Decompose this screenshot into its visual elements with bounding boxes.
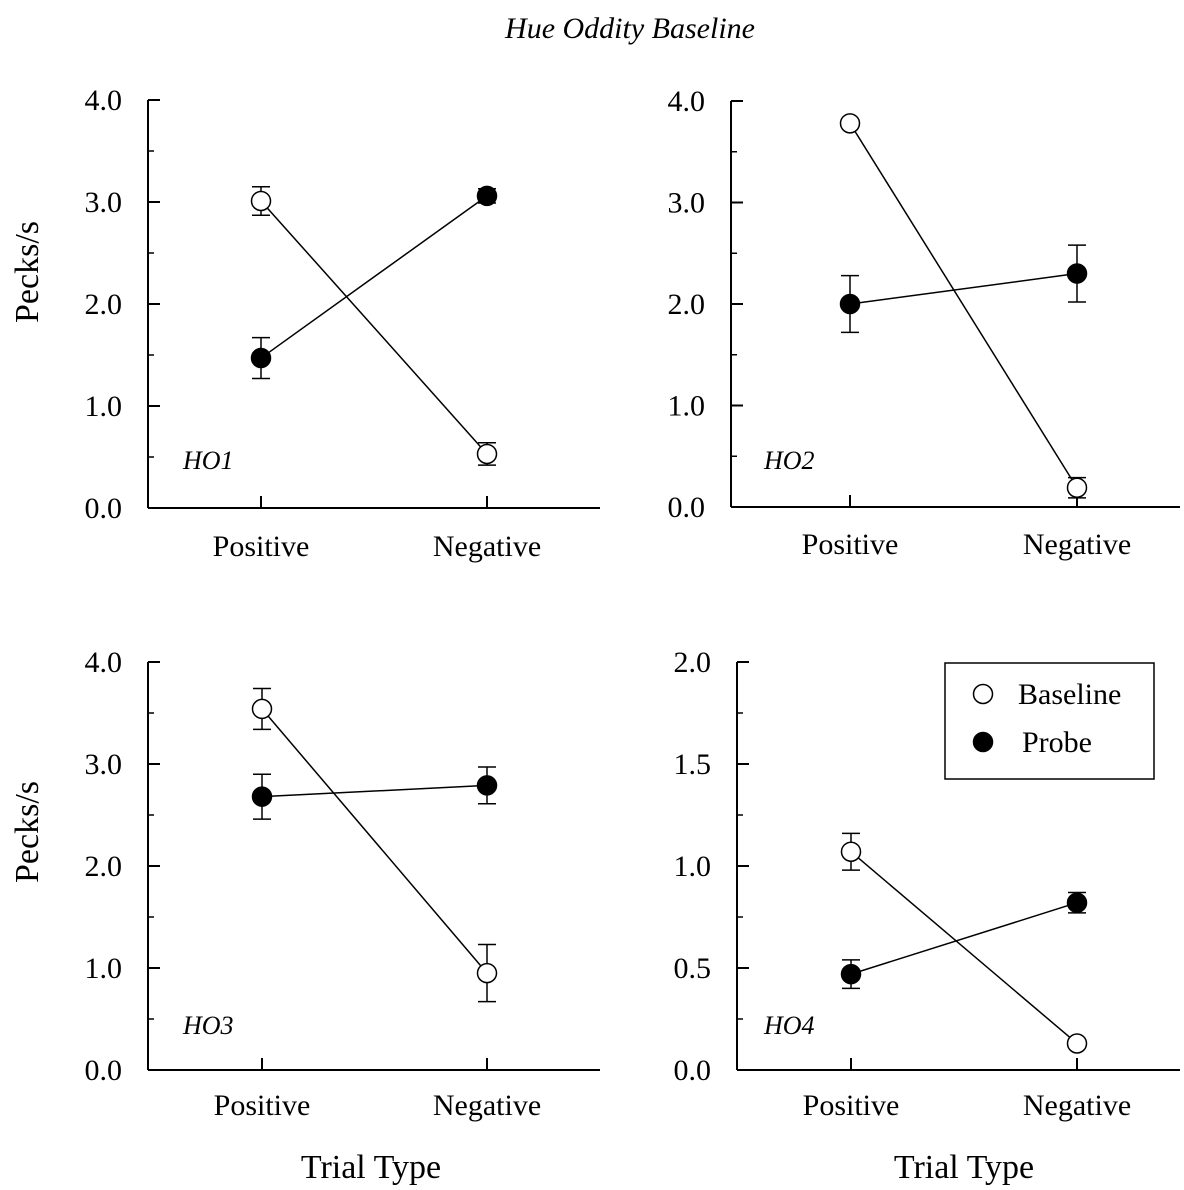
- legend: Baseline Probe: [944, 662, 1155, 780]
- x-tick-label-negative: Negative: [1023, 1089, 1131, 1122]
- y-tick-label: 1.0: [674, 850, 712, 883]
- chart-panel-3: 0.0 1.0 2.0 3.0 4.0 Positive Negative Pecks/s Tr…: [9, 646, 600, 1186]
- y-tick-label: 1.0: [85, 952, 123, 985]
- y-tick-label: 2.0: [674, 646, 712, 679]
- panel-label: HO2: [763, 446, 815, 475]
- data-point: [476, 443, 498, 465]
- x-axis-label: Trial Type: [301, 1149, 441, 1186]
- chart-panel-2: 0.0 1.0 2.0 3.0 4.0 Positive Negative HO2: [668, 85, 1180, 561]
- x-tick-label-positive: Positive: [214, 1089, 311, 1122]
- series-line: [849, 272, 1078, 305]
- series-baseline: [839, 113, 1088, 499]
- legend-marker-baseline: [972, 683, 994, 705]
- y-tick-label: 4.0: [668, 85, 706, 118]
- series-baseline: [840, 832, 1088, 1054]
- series-baseline: [251, 687, 498, 1003]
- y-tick-label: 3.0: [668, 187, 706, 220]
- y-axis-label: Pecks/s: [9, 781, 46, 883]
- data-point: [476, 775, 498, 796]
- data-point: [251, 786, 273, 807]
- series-probe: [251, 766, 498, 820]
- x-axis-label: Trial Type: [894, 1149, 1034, 1186]
- series-line: [260, 200, 488, 455]
- y-tick-label: 0.0: [85, 492, 123, 525]
- data-point: [250, 347, 272, 369]
- x-tick-label-negative: Negative: [433, 1089, 541, 1122]
- y-tick-label: 1.5: [674, 748, 712, 781]
- data-point: [251, 698, 273, 720]
- y-tick-label: 1.0: [85, 390, 123, 423]
- series-line: [261, 708, 488, 974]
- y-tick-label: 4.0: [85, 646, 123, 679]
- data-point: [476, 185, 498, 207]
- data-point: [840, 963, 862, 985]
- data-point: [840, 841, 862, 862]
- series-line: [260, 195, 488, 359]
- data-point: [1066, 477, 1088, 498]
- y-tick-label: 0.5: [674, 952, 712, 985]
- y-tick-label: 0.0: [668, 491, 706, 524]
- chart-panel-4: 0.0 0.5 1.0 1.5 2.0 Positive Negative Trial Typ…: [674, 646, 1180, 1186]
- y-tick-label: 0.0: [85, 1054, 123, 1087]
- legend-box: [944, 662, 1155, 780]
- chart-panel-1: 0.0 1.0 2.0 3.0 4.0 Positive Negative Pecks/s HO…: [9, 84, 600, 563]
- data-point: [1066, 263, 1088, 284]
- series-probe: [839, 244, 1088, 334]
- data-point: [1066, 892, 1088, 913]
- series-line: [850, 851, 1078, 1045]
- series-probe: [840, 891, 1088, 990]
- y-tick-label: 3.0: [85, 748, 123, 781]
- x-tick-label-negative: Negative: [1023, 528, 1131, 561]
- y-tick-label: 2.0: [85, 288, 123, 321]
- legend-label-baseline: Baseline: [1018, 678, 1121, 711]
- series-probe: [250, 185, 498, 380]
- data-point: [476, 962, 498, 984]
- x-tick-label-positive: Positive: [213, 530, 310, 563]
- y-tick-label: 2.0: [85, 850, 123, 883]
- data-point: [1066, 1033, 1088, 1054]
- figure-title: Hue Oddity Baseline: [504, 12, 755, 45]
- x-tick-label-negative: Negative: [433, 530, 541, 563]
- panel-label: HO4: [763, 1011, 815, 1040]
- legend-marker-probe: [972, 731, 994, 753]
- series-line: [850, 902, 1078, 975]
- series-line: [261, 784, 488, 798]
- y-axis-label: Pecks/s: [9, 221, 46, 323]
- panel-label: HO3: [182, 1011, 234, 1040]
- y-tick-label: 0.0: [674, 1054, 712, 1087]
- x-tick-label-positive: Positive: [803, 1089, 900, 1122]
- y-tick-label: 3.0: [85, 186, 123, 219]
- data-point: [839, 293, 861, 315]
- x-tick-label-positive: Positive: [802, 528, 899, 561]
- legend-label-probe: Probe: [1022, 726, 1092, 759]
- y-tick-label: 2.0: [668, 288, 706, 321]
- y-tick-label: 1.0: [668, 390, 706, 423]
- data-point: [250, 190, 272, 212]
- y-tick-label: 4.0: [85, 84, 123, 117]
- series-baseline: [250, 185, 498, 466]
- data-point: [839, 113, 861, 134]
- series-line: [849, 122, 1078, 489]
- panel-label: HO1: [182, 446, 234, 475]
